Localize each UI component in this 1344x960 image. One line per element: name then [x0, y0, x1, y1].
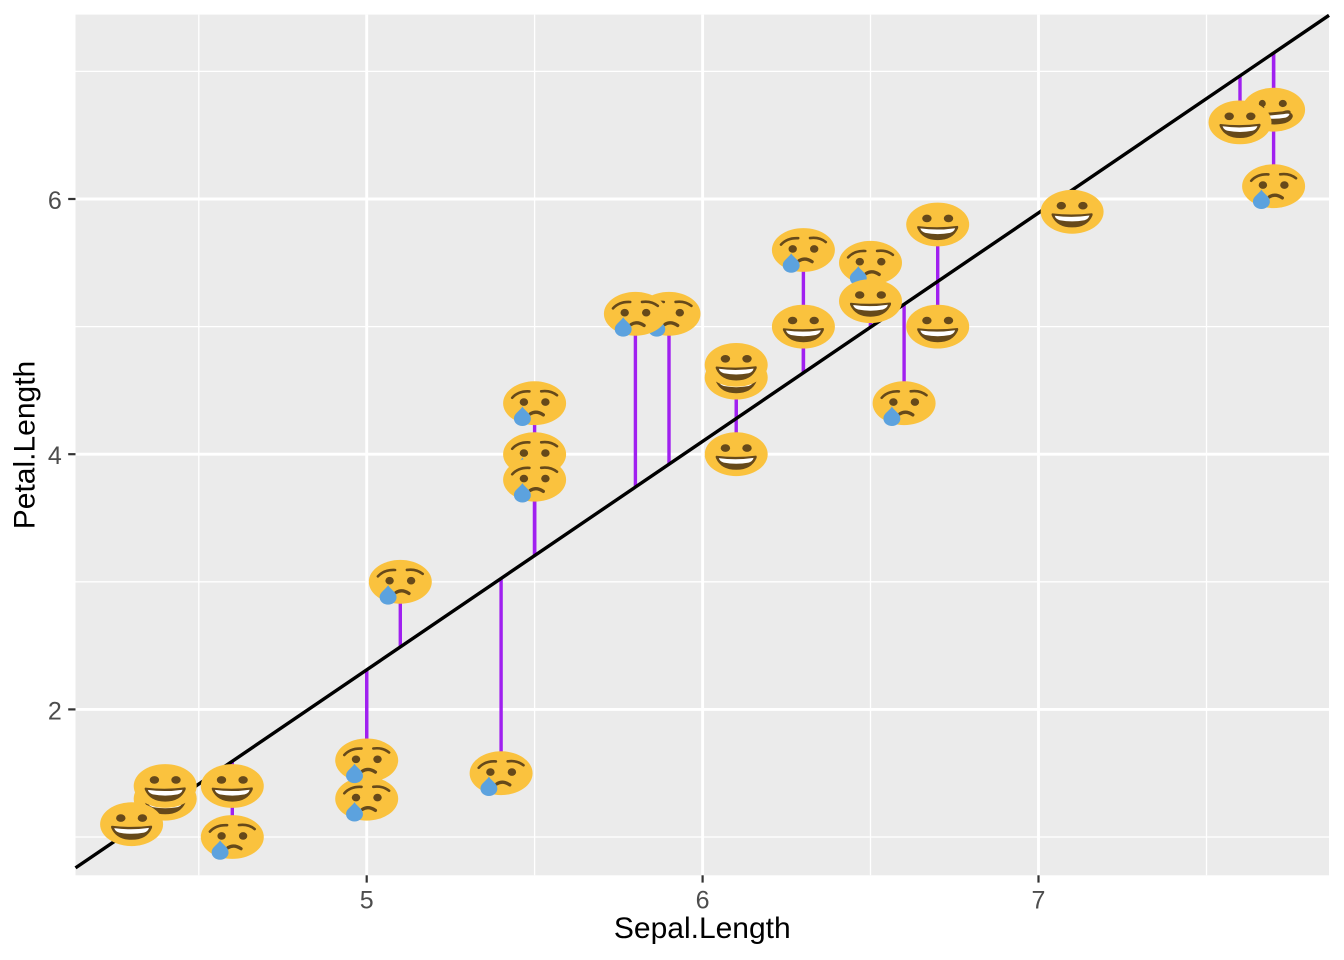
svg-text:Sepal.Length: Sepal.Length [614, 912, 791, 945]
svg-text:2: 2 [48, 697, 62, 725]
svg-text:6: 6 [48, 187, 62, 215]
svg-text:5: 5 [360, 886, 374, 914]
svg-text:6: 6 [696, 886, 710, 914]
svg-text:4: 4 [48, 442, 62, 470]
svg-text:7: 7 [1032, 886, 1046, 914]
svg-text:Petal.Length: Petal.Length [9, 361, 42, 529]
